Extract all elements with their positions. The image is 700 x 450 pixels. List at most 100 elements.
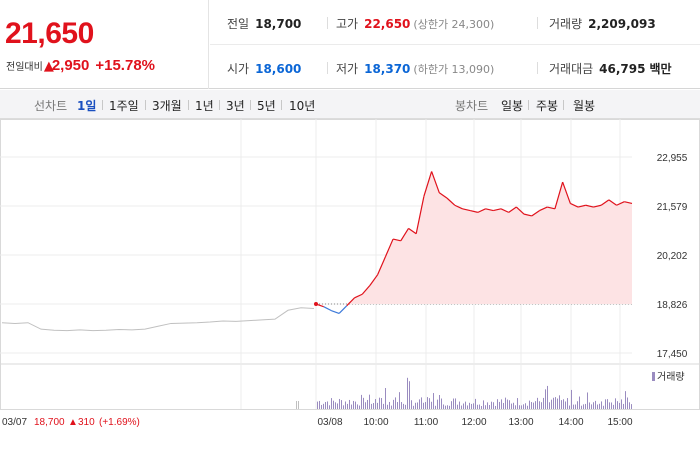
volume-bar [335,402,336,409]
price-line-segment [523,213,532,217]
volume-bar [539,401,540,409]
volume-bar [347,403,348,409]
volume-bar [547,385,548,409]
volume-bar [359,405,360,409]
change-row: 전일대비▲2,950 +15.78% [6,55,155,74]
volume-bar [481,405,482,409]
volume-bar [355,401,356,409]
volume-bar [327,401,328,409]
price-line-segment [470,209,478,213]
volume-bar [449,405,450,409]
period-tab-1y[interactable]: 1년 [195,99,214,113]
price-area-fill [316,171,632,305]
stat-label: 거래량 [549,17,583,31]
price-line-segment [338,305,348,314]
price-line-segment [500,208,509,213]
price-line-segment [415,196,425,234]
candle-chart-label: 봉차트 [455,99,489,113]
price-line-segment [331,310,340,315]
volume-bar [567,398,568,409]
volume-bar [525,403,526,409]
volume-bar [319,400,320,409]
price-line-segment [624,201,633,205]
volume-bar [545,389,546,409]
volume-bar [511,403,512,409]
volume-bar [631,404,632,409]
stat-label: 전일 [227,17,250,31]
volume-bar [585,403,586,409]
stat-value: 18,600 [255,62,302,76]
volume-bar [369,394,370,409]
volume-bar [555,397,556,409]
volume-bar [503,402,504,409]
period-tab-10y[interactable]: 10년 [289,99,316,113]
volume-bar [381,398,382,409]
volume-bar [325,402,326,409]
candle-tab-monthly[interactable]: 월봉 [573,99,596,113]
volume-bar [527,405,528,409]
stat-label: 시가 [227,62,250,76]
volume-bar [537,397,538,409]
period-tab-1d[interactable]: 1일 [77,99,97,113]
quote-header: 21,650 전일대비▲2,950 +15.78% 전일 18,700 고가 22,6… [0,0,700,89]
stat-open: 시가 18,600 [227,60,301,77]
stat-value: 18,700 [255,17,302,31]
volume-bar [361,394,362,409]
price-chart: 22,955 21,579 20,202 18,826 17,450 거래량 03/08 10… [0,119,700,450]
volume-bar [393,399,394,409]
volume-bar [463,403,464,409]
volume-bar [499,401,500,409]
price-line-segment [570,202,579,208]
volume-bar [611,402,612,409]
volume-bar [447,405,448,409]
volume-bar [343,405,344,409]
volume-bar [485,405,486,409]
prev-day-pct: (+1.69%) [99,417,140,428]
period-tab-3y[interactable]: 3년 [226,99,245,113]
volume-bar [627,397,628,409]
volume-bar [397,402,398,409]
volume-bar [501,399,502,409]
price-line-segment [577,204,586,208]
price-line-segment [346,297,355,307]
volume-bar [509,400,510,409]
volume-bar [445,405,446,409]
volume-legend-swatch [652,372,655,381]
volume-bar [559,395,560,409]
price-line-segment [485,208,494,212]
volume-bar [519,405,520,409]
price-line-segment [608,199,617,206]
stat-label: 고가 [336,17,359,31]
volume-bar [385,388,386,409]
x-tick-label: 03/08 [317,417,342,428]
y-tick-label: 21,579 [657,202,688,213]
price-line-segment [531,210,540,217]
stat-unit: 백만 [649,62,672,76]
volume-bar [583,404,584,409]
stat-sub: (하한가 13,090) [413,63,495,76]
price-line-segment [446,197,456,206]
volume-bar [339,398,340,409]
price-line-segment [408,227,417,235]
change-value: 2,950 [51,57,90,74]
y-tick-label: 18,826 [657,300,688,311]
volume-bar [629,402,630,409]
volume-bar [469,402,470,409]
divider [188,100,189,110]
period-tab-5y[interactable]: 5년 [257,99,276,113]
period-tab-3m[interactable]: 3개월 [152,99,182,113]
divider [250,100,251,110]
divider [219,100,220,110]
volume-bar [621,399,622,409]
x-tick-label: 11:00 [414,417,439,428]
period-tab-1w[interactable]: 1주일 [109,99,139,113]
volume-bar [613,404,614,409]
prev-day-price: 18,700 [34,417,65,428]
prev-day-line [1,307,315,332]
volume-bar [591,404,592,409]
candle-tab-weekly[interactable]: 주봉 [536,99,559,113]
price-line-segment [431,171,440,193]
candle-tab-daily[interactable]: 일봉 [501,99,524,113]
divider [528,100,529,110]
volume-bar [383,403,384,409]
